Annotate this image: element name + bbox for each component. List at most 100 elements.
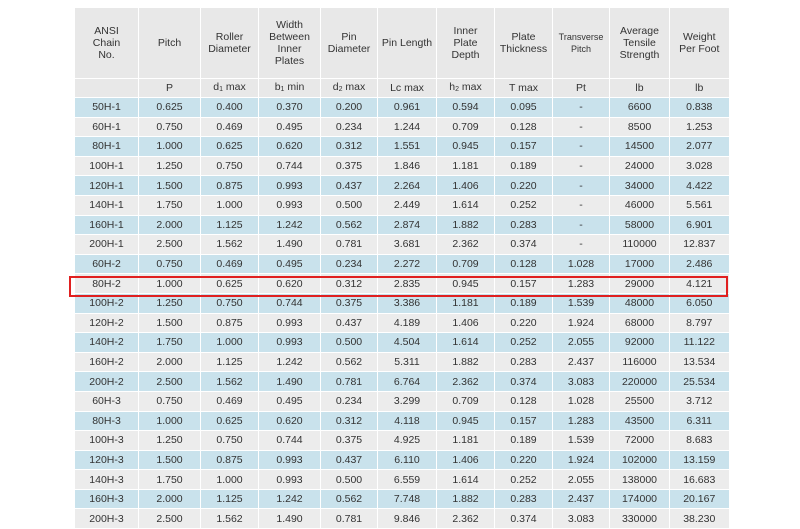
column-header: Plate Thickness (494, 8, 553, 79)
chain-number-cell: 120H-3 (74, 450, 139, 471)
table-row: 60H-1 0.750 0.469 0.495 0.234 1.244 0.709 0.128… (74, 117, 729, 138)
unit-subscript: 1 (280, 85, 285, 93)
column-header-line: Plates (274, 55, 305, 67)
chain-number-cell: 100H-1 (74, 156, 139, 177)
table-cell: 1.125 (200, 489, 259, 510)
chain-number-cell: 120H-1 (74, 175, 139, 196)
table-row: 140H-3 1.750 1.000 0.993 0.500 6.559 1.614 0.25… (74, 469, 729, 490)
chain-number-cell: 50H-1 (74, 97, 139, 118)
table-cell: 0.189 (494, 430, 553, 451)
table-cell: 0.993 (258, 195, 321, 216)
unit-cell: h2 max (436, 78, 495, 98)
unit-subscript: 1 (219, 85, 223, 93)
table-cell: 2.449 (377, 195, 437, 216)
table-cell: 4.121 (669, 273, 729, 294)
table-cell: 5.561 (669, 195, 729, 216)
column-header-line: Between (269, 31, 310, 43)
table-cell: 0.220 (494, 175, 553, 196)
table-cell: 2.000 (138, 215, 201, 236)
table-cell: 1.490 (258, 371, 321, 392)
table-cell: 0.594 (436, 97, 495, 118)
chain-number-cell: 100H-3 (74, 430, 139, 451)
table-cell: 2.264 (377, 175, 437, 196)
table-cell: 2.437 (552, 352, 610, 373)
table-cell: 0.374 (494, 234, 553, 255)
unit-cell: P (138, 78, 201, 98)
column-header-line: Diameter (327, 43, 371, 55)
table-cell: 0.709 (436, 117, 495, 138)
table-cell: 0.375 (320, 430, 378, 451)
table-cell: 0.189 (494, 156, 553, 177)
table-cell: 1.000 (138, 136, 201, 157)
table-cell: 0.495 (258, 391, 321, 412)
table-row: 80H-2 1.000 0.625 0.620 0.312 2.835 0.945 0.157… (74, 273, 729, 294)
table-cell: 0.220 (494, 313, 553, 334)
column-header: Pin Length (377, 8, 437, 79)
table-cell: 0.252 (494, 332, 553, 353)
unit-subscript: 2 (455, 85, 459, 93)
table-cell: 13.159 (669, 450, 729, 471)
table-cell: 330000 (609, 508, 670, 529)
table-cell: 2.500 (138, 234, 201, 255)
table-cell: 0.495 (258, 254, 321, 275)
table-header: ANSI Chain No. Pitch Roller Diameter Width Betw… (74, 8, 729, 98)
column-header-line: Width (276, 19, 303, 31)
table-row: 50H-1 0.625 0.400 0.370 0.200 0.961 0.594 0.095… (74, 97, 729, 118)
table-cell: 4.504 (377, 332, 437, 353)
table-cell: 0.375 (320, 293, 378, 314)
table-cell: 0.252 (494, 195, 553, 216)
chain-number-cell: 140H-1 (74, 195, 139, 216)
column-header: Roller Diameter (200, 8, 259, 79)
table-cell: 0.875 (200, 175, 259, 196)
table-cell: 1.250 (138, 293, 201, 314)
table-cell: 1.250 (138, 430, 201, 451)
table-cell: 25500 (609, 391, 670, 412)
table-cell: 4.189 (377, 313, 437, 334)
table-cell: 0.370 (258, 97, 321, 118)
table-cell: 0.374 (494, 508, 553, 529)
column-header-line: Weight (683, 31, 716, 43)
unit-cell: T max (494, 78, 553, 98)
column-header-line: Chain (92, 37, 121, 49)
column-header-line: ANSI (94, 25, 119, 37)
table-cell: 0.744 (258, 156, 321, 177)
column-header-line: Pitch (157, 37, 182, 49)
table-cell: 25.534 (669, 371, 729, 392)
table-cell: 1.283 (552, 411, 610, 432)
table-cell: 48000 (609, 293, 670, 314)
table-cell: 4.118 (377, 411, 437, 432)
table-cell: 1.562 (200, 508, 259, 529)
table-cell: 7.748 (377, 489, 437, 510)
table-cell: 6.311 (669, 411, 729, 432)
table-cell: 11.122 (669, 332, 729, 353)
table-cell: 6.050 (669, 293, 729, 314)
table-cell: 6.110 (377, 450, 437, 471)
table-cell: 1.000 (200, 332, 259, 353)
table-cell: 1.614 (436, 195, 495, 216)
table-row: 100H-1 1.250 0.750 0.744 0.375 1.846 1.181 0.18… (74, 156, 729, 177)
column-header-line: Tensile (623, 37, 656, 49)
table-cell: 1.539 (552, 430, 610, 451)
unit-symbol: lb (635, 82, 644, 94)
table-cell: 2.362 (436, 234, 495, 255)
table-cell: 0.781 (320, 508, 378, 529)
table-cell: 8.683 (669, 430, 729, 451)
table-cell: 0.993 (258, 175, 321, 196)
chain-number-cell: 60H-1 (74, 117, 139, 138)
table-cell: 0.945 (436, 411, 495, 432)
table-cell: 8500 (609, 117, 670, 138)
table-cell: 1.846 (377, 156, 437, 177)
unit-cell: lb (609, 78, 670, 98)
column-header-line: Depth (451, 49, 480, 61)
table-cell: 1.125 (200, 352, 259, 373)
column-header: Transverse Pitch (552, 8, 610, 79)
table-cell: - (552, 136, 610, 157)
table-cell: 68000 (609, 313, 670, 334)
table-cell: 0.283 (494, 215, 553, 236)
table-row: 200H-1 2.500 1.562 1.490 0.781 3.681 2.362 0.37… (74, 234, 729, 255)
table-cell: - (552, 215, 610, 236)
table-cell: 72000 (609, 430, 670, 451)
table-cell: 138000 (609, 469, 670, 490)
table-cell: 43500 (609, 411, 670, 432)
table-cell: 0.744 (258, 293, 321, 314)
